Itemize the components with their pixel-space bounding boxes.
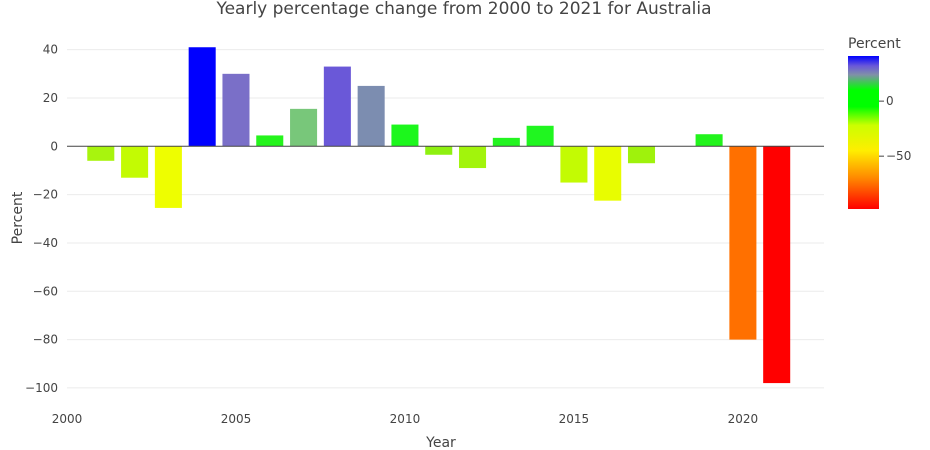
colorbar-ticks: 0 −50 [879,94,911,163]
bar [729,146,757,340]
bar [256,135,284,147]
y-tick-label: −60 [33,284,58,298]
x-axis-ticks: 2000 2005 2010 2015 2020 [52,412,758,426]
bar [425,146,453,155]
x-tick-label: 2010 [390,412,421,426]
bar [695,134,723,147]
x-tick-label: 2015 [559,412,590,426]
x-tick-label: 2020 [728,412,759,426]
y-tick-label: 0 [50,139,58,153]
y-tick-label: 40 [43,43,58,57]
colorbar-tick-label: 0 [886,94,894,108]
bar [121,146,149,178]
gridlines [67,49,824,389]
bar [526,125,554,147]
bars [87,47,791,384]
y-tick-label: 20 [43,91,58,105]
x-tick-label: 2005 [221,412,252,426]
colorbar-title: Percent [848,36,901,52]
y-axis-label: Percent [10,191,26,244]
bar [459,146,487,169]
chart-title: Yearly percentage change from 2000 to 20… [215,0,711,19]
bar [763,146,791,384]
bar [87,146,115,161]
bar [323,66,351,147]
y-axis-ticks: 40 20 0 −20 −40 −60 −80 −100 [25,43,58,395]
bar [357,85,385,147]
colorbar: Percent 0 −50 [848,36,911,209]
bar [222,73,250,147]
bar [188,47,216,147]
bar [594,146,622,201]
y-tick-label: −100 [25,381,58,395]
bar [627,146,656,164]
bar [391,124,419,147]
bar [290,108,318,147]
y-tick-label: −40 [33,236,58,250]
y-tick-label: −20 [33,188,58,202]
bar [492,137,520,147]
y-tick-label: −80 [33,333,58,347]
x-tick-label: 2000 [52,412,83,426]
colorbar-tick-label: −50 [886,149,911,163]
bar [560,146,588,183]
colorbar-gradient [848,56,879,209]
bar [154,146,182,208]
x-axis-label: Year [425,435,456,450]
